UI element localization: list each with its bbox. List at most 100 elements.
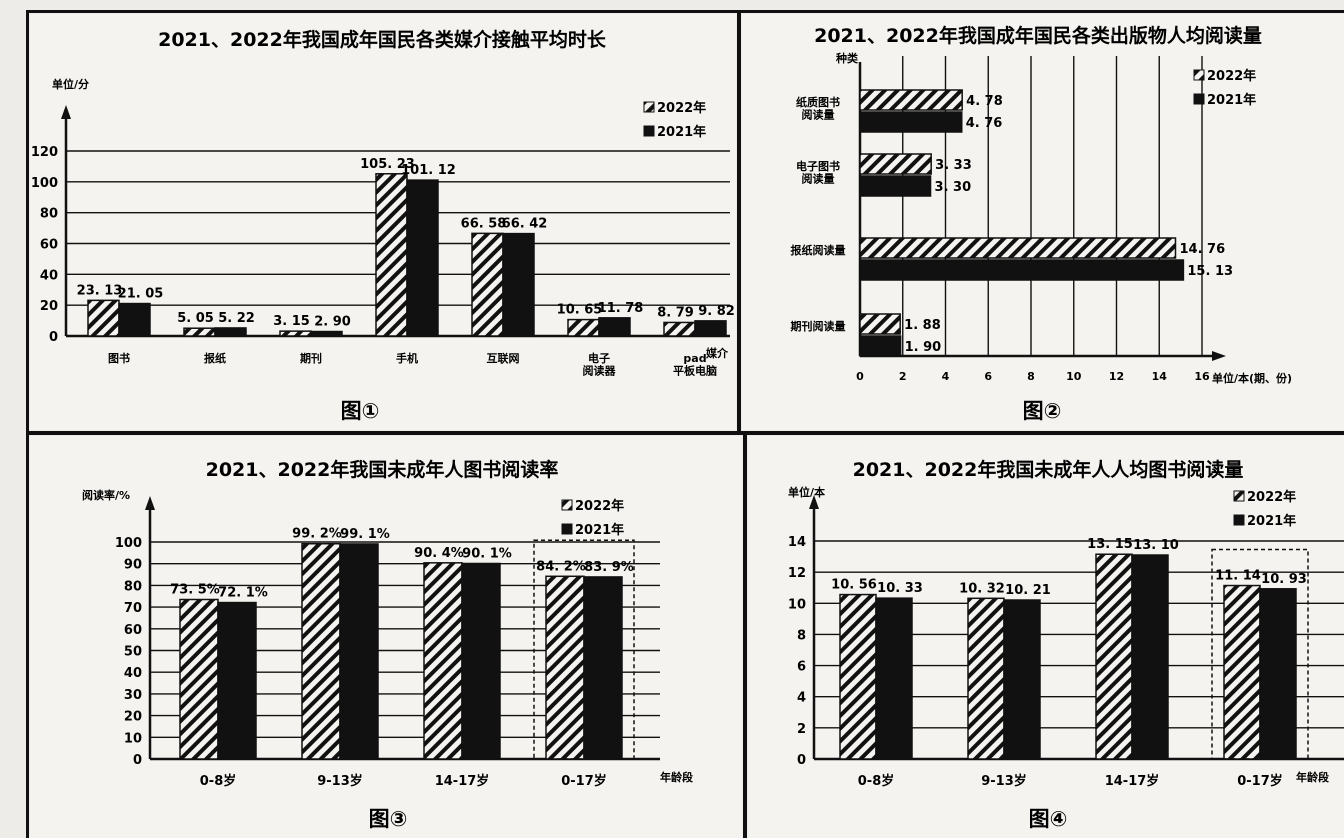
data-label-2021: 1. 90 [905,340,942,355]
bar-2022 [663,321,696,337]
highlight-box [1211,548,1309,760]
data-label-2021: 90. 1% [462,546,512,561]
x-tick-label: 10 [1066,370,1082,383]
chart-panel-media-time: 2021、2022年我国成年国民各类媒介接触平均时长 单位/分 媒介 0 20 40 60 8… [30,14,736,430]
y-tick-label: 120 [31,145,58,160]
data-label-2021: 99. 1% [340,527,390,542]
data-label-2022: 73. 5% [170,583,220,598]
figure-caption: 图④ [1029,807,1068,831]
x-category-label: 互联网 [487,351,520,365]
y-tick-label: 10 [124,731,142,746]
x-tick-label: 16 [1194,370,1210,383]
bar-2021 [859,259,1185,281]
bar-2022 [967,597,1005,760]
bar-2022 [545,575,585,760]
y-tick-label: 0 [797,753,806,768]
data-label-2022: 66. 58 [461,216,507,231]
x-category-label: 14-17岁 [435,773,490,789]
bar-2022 [471,232,504,337]
y-tick-label: 14 [788,535,806,550]
x-axis-label: 单位/本(期、份) [1212,371,1292,385]
data-label-2021: 72. 1% [218,586,268,601]
data-label-2021: 10. 21 [1005,583,1051,598]
bar-2022 [183,327,216,337]
data-label-2021: 10. 33 [877,581,923,596]
bar-2022 [839,593,877,760]
bar-2021 [694,320,727,337]
bar-2021 [1003,599,1041,760]
bar-2022 [375,173,408,337]
legend-label-2022: 2022年 [1247,489,1296,505]
data-label-2021: 21. 05 [118,287,164,302]
chart-panel-minor-books-per-capita: 2021、2022年我国未成年人人均图书阅读量 单位/本 年龄段 0 2 4 6 8 10 12 1… [748,436,1344,838]
y-tick-label: 40 [124,666,142,681]
y-tick-label: 10 [788,597,806,612]
bar-2022 [1223,584,1261,760]
bar-2022 [423,562,463,760]
frame-border-top [26,10,1344,13]
y-tick-label: 8 [797,628,806,643]
data-label-2021: 2. 90 [314,315,351,330]
figure-caption: 图② [1023,399,1062,423]
bar-2021 [859,335,902,357]
x-category-label: 0-17岁 [1237,773,1283,789]
data-label-2022: 99. 2% [292,527,342,542]
y-tick-label: 50 [124,645,142,660]
chart-panel-publication-reading: 2021、2022年我国成年国民各类出版物人均阅读量 种类 单位/本(期、份) 0 2 4… [742,14,1344,430]
bar-2021 [461,562,501,760]
x-tick-label: 0 [856,370,864,383]
bar-2022 [859,237,1177,259]
x-category-label: 报纸 [204,351,226,365]
y-axis-arrow [145,496,155,510]
x-category-label: 图书 [108,351,130,365]
bar-2021 [406,179,439,337]
y-tick-label: 90 [124,558,142,573]
y-tick-label: 30 [124,688,142,703]
frame-border-left [26,10,29,838]
data-label-2022: 3. 33 [935,158,972,173]
data-label-2021: 11. 78 [598,301,644,316]
chart-title: 2021、2022年我国未成年人图书阅读率 [206,458,559,481]
bar-2021 [214,327,247,337]
x-category-label: 0-8岁 [200,773,237,789]
figure-caption: 图① [341,399,380,423]
legend-swatch-2022 [1193,69,1205,81]
legend-label-2021: 2021年 [1247,513,1296,529]
data-label-2021: 66. 42 [502,217,548,232]
bar-2022 [301,542,341,760]
x-category-label: 期刊 [300,351,322,365]
legend-label-2022: 2022年 [657,100,706,116]
legend-label-2021: 2021年 [575,522,624,538]
data-label-2022: 3. 15 [273,314,310,329]
legend-label-2022: 2022年 [575,498,624,514]
bar-2021 [859,111,963,133]
x-tick-label: 14 [1152,370,1168,383]
data-label-2021: 10. 93 [1261,572,1307,587]
bar-2022 [87,299,120,337]
y-tick-label: 60 [124,623,142,638]
y-tick-label: 70 [124,601,142,616]
bar-2021 [598,317,631,337]
x-category-label: 手机 [396,351,418,365]
bar-2021 [875,597,913,760]
chart-title: 2021、2022年我国成年国民各类出版物人均阅读量 [814,24,1262,47]
x-tick-label: 12 [1109,370,1124,383]
y-axis-label: 单位/本 [788,485,825,499]
frame-divider-horizontal [26,431,1344,435]
frame-divider-vertical-top [737,10,741,433]
y-axis-label: 种类 [835,51,859,65]
y-axis-arrow [61,105,71,119]
legend-swatch-2021 [643,125,655,137]
x-category-label: 14-17岁 [1105,773,1160,789]
data-label-2022: 10. 32 [959,581,1005,596]
y-category-label: 期刊阅读量 [791,319,846,333]
x-tick-label: 8 [1027,370,1035,383]
y-tick-label: 0 [133,753,142,768]
x-axis-arrow [1212,351,1226,361]
legend-swatch-2021 [1233,514,1245,526]
bar-2021 [859,175,932,197]
legend-swatch-2021 [1193,93,1205,105]
